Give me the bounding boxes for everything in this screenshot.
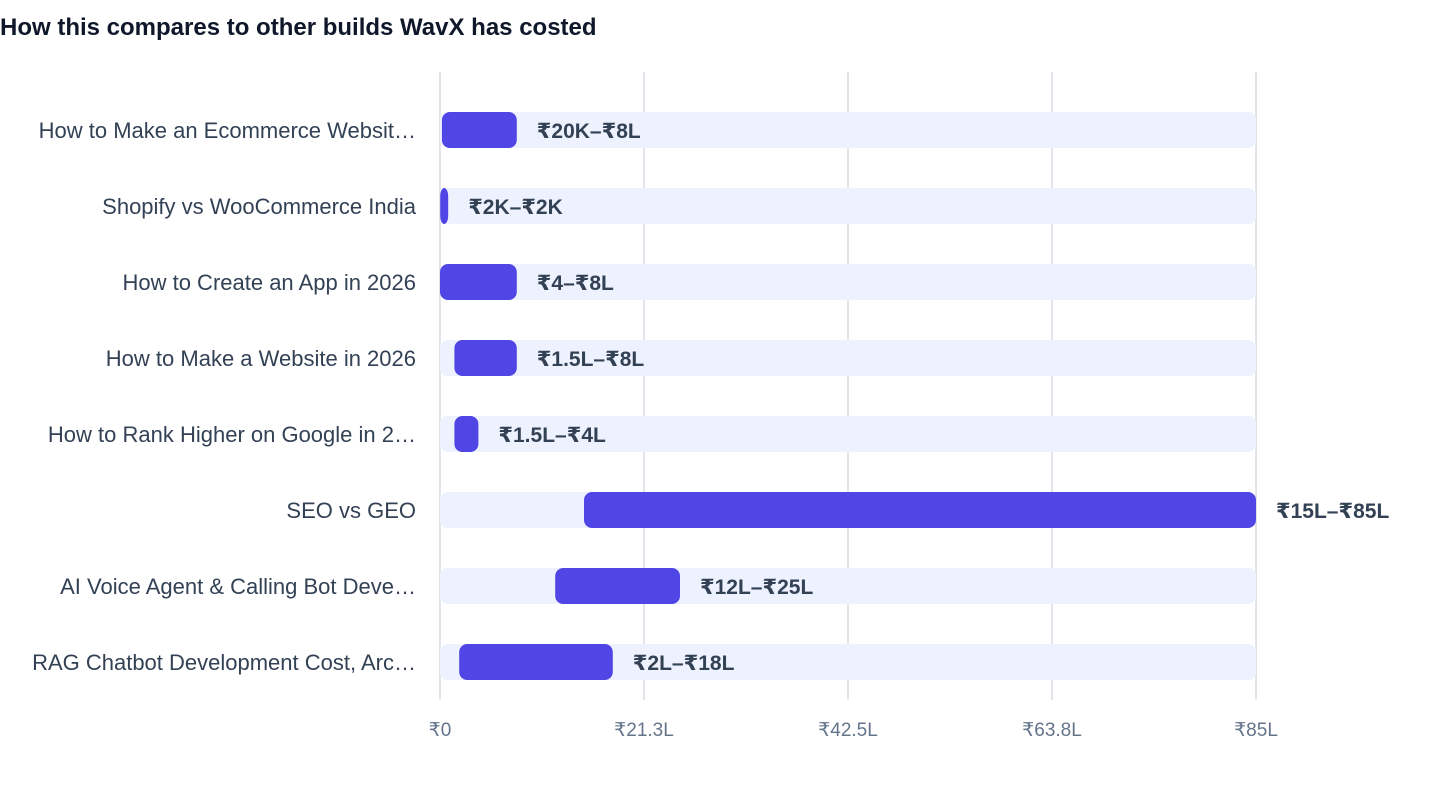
value-label: ₹15L–₹85L <box>1276 500 1389 523</box>
range-bar[interactable] <box>440 264 517 300</box>
range-bar[interactable] <box>584 492 1256 528</box>
category-labels: How to Make an Ecommerce Websit… Shopify … <box>32 118 417 675</box>
range-bars <box>440 112 1256 680</box>
range-bar[interactable] <box>454 340 517 376</box>
range-bar[interactable] <box>441 112 517 148</box>
range-bar[interactable] <box>555 568 680 604</box>
bar-track <box>440 340 1256 376</box>
x-axis-ticks: ₹0 ₹21.3L ₹42.5L ₹63.8L ₹85L <box>429 720 1278 741</box>
value-label: ₹1.5L–₹8L <box>537 348 645 371</box>
range-bar[interactable] <box>440 188 449 224</box>
range-bar[interactable] <box>454 416 479 452</box>
category-label: SEO vs GEO <box>286 498 416 523</box>
grid-lines <box>439 72 1257 700</box>
category-label: RAG Chatbot Development Cost, Arc… <box>32 650 416 675</box>
value-label: ₹2K–₹2K <box>468 196 563 219</box>
category-label: How to Create an App in 2026 <box>122 270 416 295</box>
x-tick-label: ₹21.3L <box>614 720 674 741</box>
bar-track <box>440 188 1256 224</box>
category-label: How to Make an Ecommerce Websit… <box>39 118 416 143</box>
bar-track <box>440 112 1256 148</box>
category-label: AI Voice Agent & Calling Bot Deve… <box>60 574 416 599</box>
chart-title: How this compares to other builds WavX h… <box>0 14 597 41</box>
value-labels: ₹20K–₹8L ₹2K–₹2K ₹4–₹8L ₹1.5L–₹8L ₹1.5L–₹4L ₹… <box>468 120 1389 675</box>
x-tick-label: ₹63.8L <box>1022 720 1082 741</box>
bar-track <box>440 264 1256 300</box>
range-bar[interactable] <box>459 644 613 680</box>
bar-track <box>440 416 1256 452</box>
value-label: ₹12L–₹25L <box>700 576 813 599</box>
category-label: Shopify vs WooCommerce India <box>102 194 417 219</box>
category-label: How to Make a Website in 2026 <box>106 346 416 371</box>
value-label: ₹2L–₹18L <box>633 652 735 675</box>
bar-track <box>440 644 1256 680</box>
value-label: ₹20K–₹8L <box>537 120 641 143</box>
category-label: How to Rank Higher on Google in 2… <box>48 422 416 447</box>
value-label: ₹4–₹8L <box>537 272 614 295</box>
value-label: ₹1.5L–₹4L <box>498 424 606 447</box>
x-tick-label: ₹42.5L <box>818 720 878 741</box>
x-tick-label: ₹0 <box>429 720 452 741</box>
x-tick-label: ₹85L <box>1234 720 1278 741</box>
